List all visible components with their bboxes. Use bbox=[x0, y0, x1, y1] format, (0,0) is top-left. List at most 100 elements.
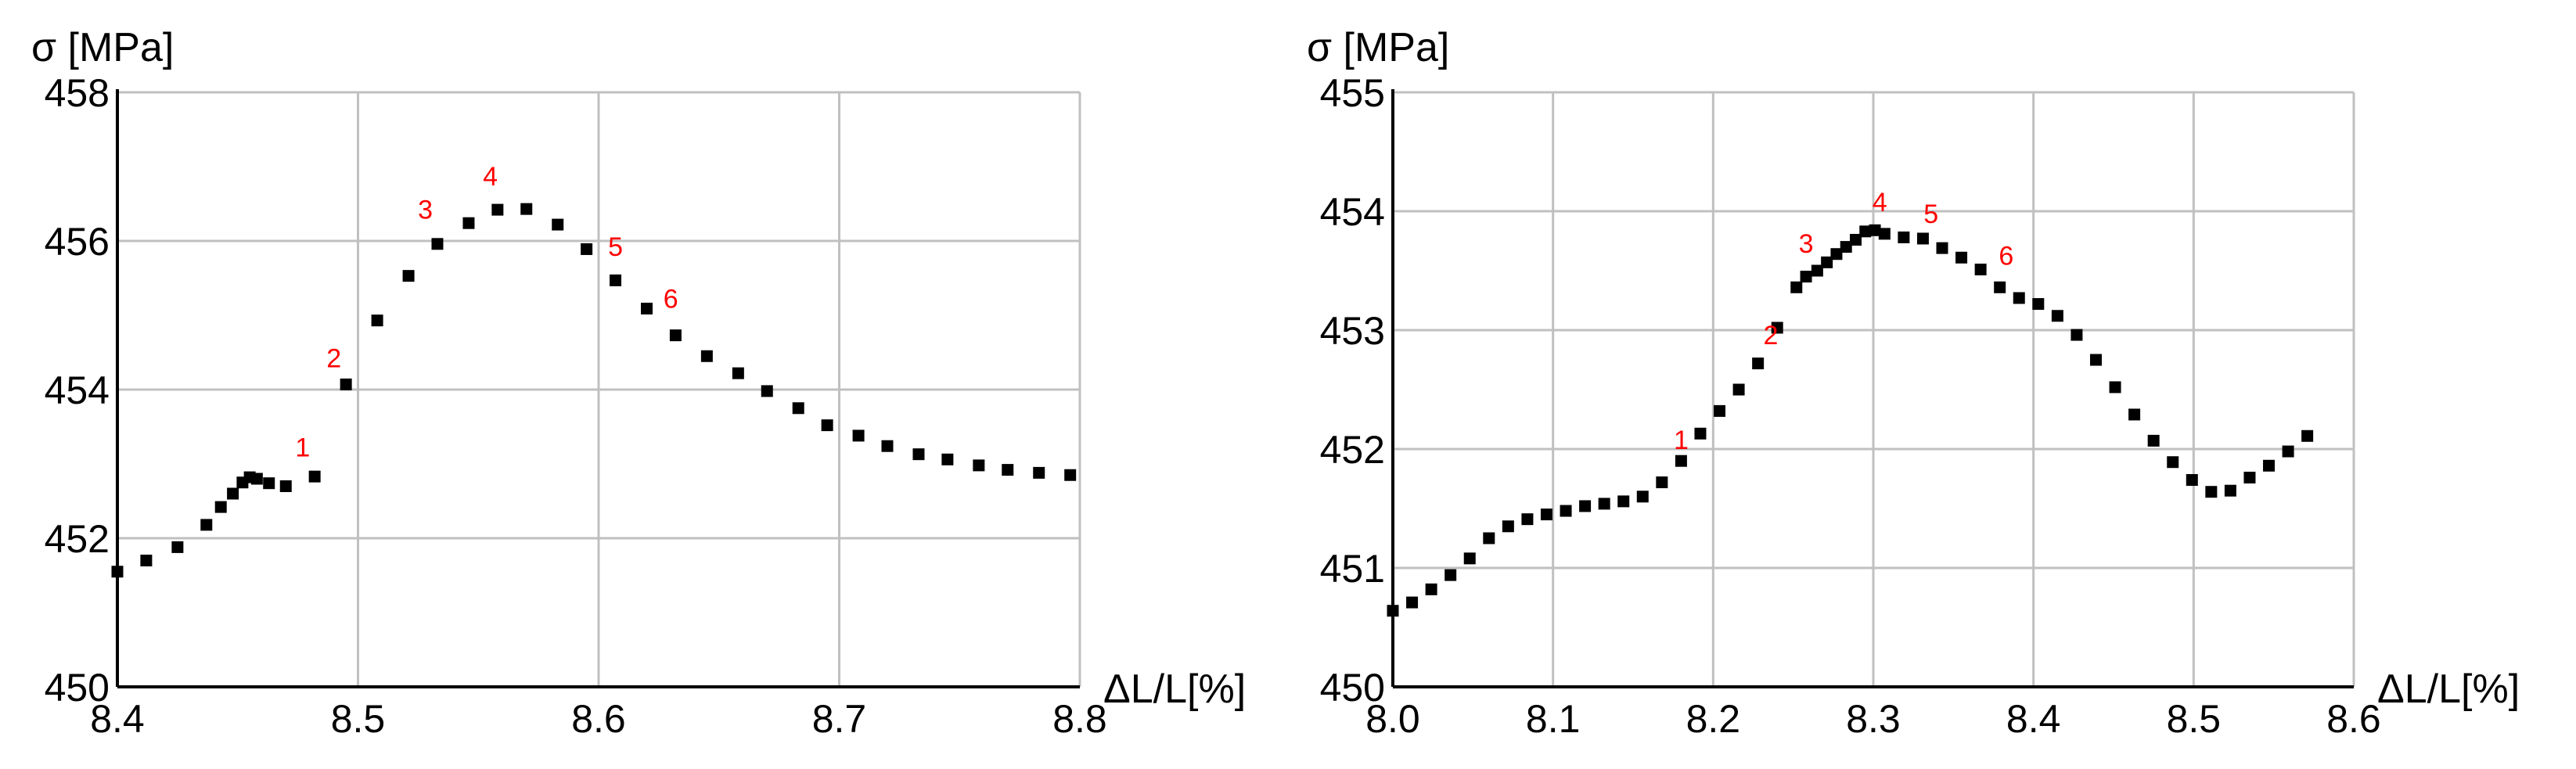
point-label: 3 bbox=[418, 196, 433, 225]
data-point bbox=[2109, 381, 2121, 393]
data-point bbox=[669, 329, 682, 342]
data-point bbox=[227, 487, 239, 500]
data-point bbox=[1694, 427, 1707, 440]
data-point bbox=[1617, 495, 1630, 508]
y-tick-label: 454 bbox=[1320, 190, 1385, 234]
y-tick-label: 455 bbox=[1320, 71, 1385, 115]
data-point bbox=[1445, 569, 1457, 581]
data-point bbox=[340, 378, 352, 390]
data-point bbox=[1656, 476, 1668, 489]
point-label: 6 bbox=[1999, 241, 2013, 271]
data-point bbox=[1974, 263, 1987, 275]
data-point bbox=[520, 203, 533, 215]
data-point bbox=[279, 480, 292, 492]
data-point bbox=[308, 470, 321, 483]
y-tick-label: 454 bbox=[45, 368, 110, 412]
data-point bbox=[1064, 469, 1077, 481]
data-point bbox=[1752, 358, 1765, 370]
x-tick-label: 8.5 bbox=[2167, 697, 2222, 741]
data-point bbox=[2071, 329, 2083, 341]
data-point bbox=[371, 314, 383, 327]
point-label: 1 bbox=[295, 433, 310, 463]
data-point bbox=[2243, 471, 2256, 483]
chart-right: 8.0 8.1 8.2 8.3 8.4 8.5 8.6450451452453454455σ… bbox=[1307, 25, 2520, 741]
data-point bbox=[821, 419, 833, 432]
data-point bbox=[1598, 498, 1610, 510]
data-point bbox=[700, 350, 713, 362]
data-point bbox=[881, 440, 894, 452]
data-point bbox=[2013, 292, 2025, 304]
x-tick-label: 8.7 bbox=[812, 697, 867, 741]
data-point bbox=[140, 555, 153, 566]
data-point bbox=[761, 385, 773, 397]
data-point bbox=[1502, 520, 1514, 533]
data-point bbox=[2301, 429, 2314, 442]
data-point bbox=[1849, 233, 1862, 246]
data-point bbox=[2128, 408, 2141, 421]
data-point bbox=[1955, 251, 1968, 264]
data-point bbox=[941, 453, 954, 465]
data-point bbox=[214, 501, 227, 513]
data-point bbox=[1463, 552, 1476, 565]
data-point bbox=[1994, 281, 2006, 293]
data-point bbox=[2263, 459, 2276, 472]
data-point bbox=[610, 274, 622, 286]
data-point bbox=[1830, 248, 1843, 261]
x-tick-label: 8.8 bbox=[1052, 697, 1107, 741]
data-point bbox=[1821, 256, 1833, 268]
data-point bbox=[581, 243, 593, 255]
data-point bbox=[1878, 228, 1891, 240]
x-tick-label: 8.4 bbox=[90, 697, 145, 741]
y-tick-label: 453 bbox=[1320, 309, 1385, 353]
data-point bbox=[1406, 596, 1419, 609]
x-tick-label: 8.3 bbox=[1846, 697, 1901, 741]
y-tick-label: 456 bbox=[45, 220, 110, 264]
point-label: 5 bbox=[608, 232, 623, 262]
data-point bbox=[732, 367, 744, 379]
y-tick-label: 451 bbox=[1320, 547, 1385, 591]
data-point bbox=[1771, 322, 1783, 334]
data-point bbox=[1732, 383, 1745, 396]
data-point bbox=[1521, 513, 1534, 526]
data-point bbox=[641, 302, 653, 314]
data-point bbox=[1483, 532, 1495, 544]
point-label: 3 bbox=[1799, 229, 1814, 259]
data-point bbox=[1540, 508, 1552, 521]
y-tick-label: 452 bbox=[1320, 428, 1385, 472]
data-point bbox=[250, 473, 263, 485]
data-point bbox=[2051, 310, 2063, 322]
point-label: 4 bbox=[1873, 188, 1887, 217]
data-point bbox=[1840, 241, 1852, 253]
data-point bbox=[2205, 486, 2218, 498]
x-axis-label: ΔL/L[%] bbox=[1103, 667, 1246, 712]
y-tick-label: 450 bbox=[45, 666, 110, 710]
data-point bbox=[792, 402, 804, 415]
data-point bbox=[552, 218, 564, 231]
point-label: 2 bbox=[326, 344, 341, 374]
data-point bbox=[2167, 456, 2179, 469]
data-point bbox=[1714, 404, 1726, 417]
x-tick-label: 8.6 bbox=[571, 697, 626, 741]
data-point bbox=[263, 477, 275, 490]
data-point bbox=[1387, 605, 1399, 617]
y-axis-label: σ [MPa] bbox=[31, 25, 174, 70]
y-tick-label: 452 bbox=[45, 517, 110, 561]
data-point bbox=[973, 459, 985, 472]
x-tick-label: 8.0 bbox=[1365, 697, 1420, 741]
data-point bbox=[171, 541, 184, 553]
point-label: 2 bbox=[1764, 321, 1779, 350]
x-tick-label: 8.1 bbox=[1526, 697, 1581, 741]
data-point bbox=[1636, 491, 1649, 503]
data-point bbox=[431, 238, 444, 250]
data-point bbox=[1811, 264, 1823, 277]
data-point bbox=[1790, 281, 1803, 293]
point-label: 1 bbox=[1674, 426, 1689, 455]
point-label: 5 bbox=[1923, 199, 1938, 229]
data-point bbox=[111, 566, 124, 578]
data-point bbox=[1033, 466, 1045, 479]
point-label: 4 bbox=[483, 162, 498, 192]
data-point bbox=[1675, 455, 1687, 467]
data-point bbox=[2282, 445, 2294, 458]
